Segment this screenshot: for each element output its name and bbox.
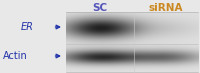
Text: ER: ER — [21, 22, 34, 32]
Text: siRNA: siRNA — [149, 3, 183, 13]
Text: SC: SC — [92, 3, 107, 13]
Text: Actin: Actin — [3, 51, 27, 61]
